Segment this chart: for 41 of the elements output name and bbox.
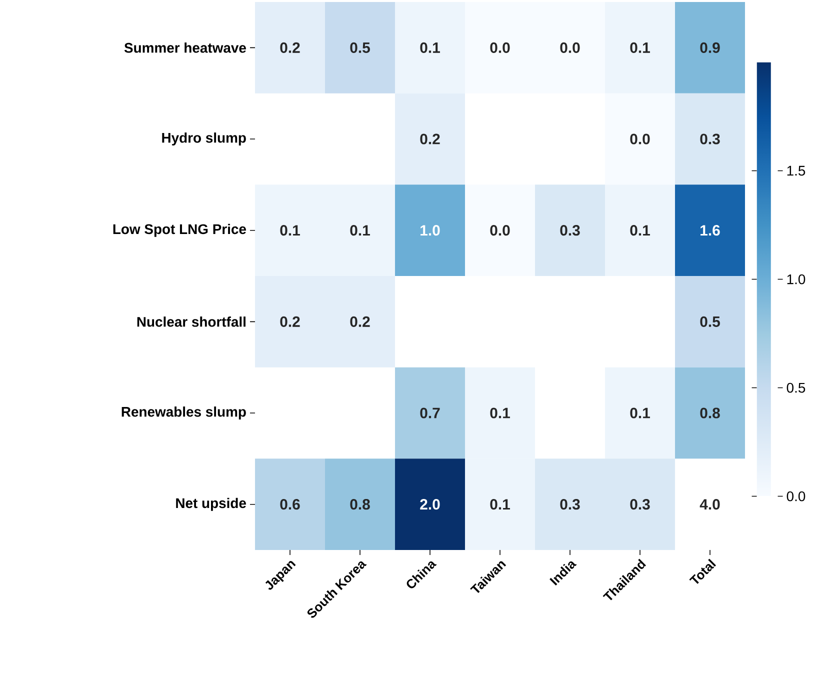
- color-bar-label: 0.5: [786, 382, 806, 393]
- data-label: 0.2: [420, 134, 440, 144]
- data-label: 1.6: [700, 225, 720, 236]
- data-label: 0.1: [490, 499, 510, 510]
- data-label: 0.5: [700, 316, 720, 327]
- data-label: 0.9: [700, 42, 720, 53]
- data-label: 0.3: [560, 499, 580, 510]
- data-label: 0.1: [490, 408, 510, 418]
- data-label: 0.1: [630, 408, 650, 418]
- data-label: 0.0: [490, 225, 510, 236]
- y-tick-label: Summer heatwave: [124, 42, 246, 53]
- data-label: 0.3: [630, 499, 650, 510]
- data-label: 0.2: [280, 42, 300, 53]
- data-label: 0.1: [280, 225, 300, 236]
- data-label: 0.8: [350, 499, 370, 510]
- data-label: 0.7: [420, 408, 440, 418]
- y-tick-label: Net upside: [176, 498, 246, 511]
- y-tick-label: Low Spot LNG Price: [113, 224, 246, 237]
- data-label: 1.0: [420, 225, 440, 236]
- text: 4.0: [700, 499, 720, 510]
- data-label: 0.5: [350, 42, 370, 53]
- data-label: 0.6: [280, 499, 300, 510]
- data-label: 0.1: [350, 225, 370, 236]
- data-label: 0.1: [420, 42, 440, 53]
- data-label: 2.0: [420, 499, 440, 510]
- y-tick-label: Nuclear shortfall: [137, 316, 246, 327]
- data-label: 0.1: [630, 42, 650, 53]
- data-label: 0.3: [560, 225, 580, 236]
- y-tick-label: Renewables slump: [122, 406, 246, 420]
- color-bar-label: 1.5: [787, 166, 806, 176]
- data-label: 0.0: [560, 42, 580, 53]
- color-bar-label: 1.0: [787, 274, 806, 284]
- y-tick-label: Hydro slump: [162, 132, 246, 146]
- data-label: 0.0: [490, 42, 510, 53]
- data-label: 0.1: [630, 225, 650, 236]
- data-label: 0.3: [700, 134, 720, 144]
- data-label: 0.2: [350, 316, 370, 327]
- data-label: 0.0: [630, 134, 650, 144]
- data-label: 0.8: [700, 408, 720, 418]
- color-bar-label: 0.0: [786, 491, 806, 502]
- data-label: 0.2: [280, 316, 300, 327]
